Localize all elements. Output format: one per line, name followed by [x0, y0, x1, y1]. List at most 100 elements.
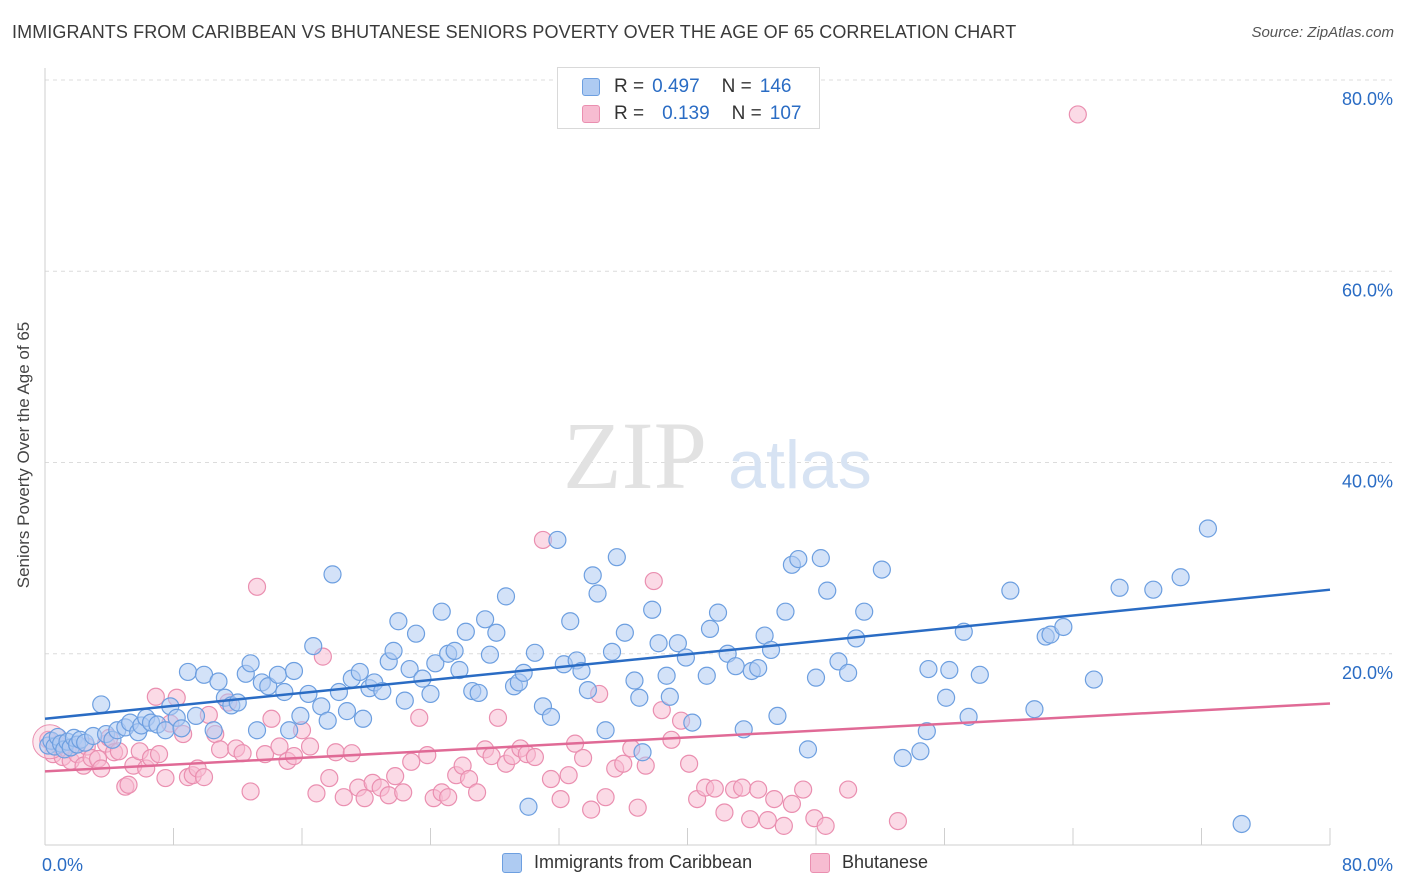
- caribbean-point: [970, 665, 989, 684]
- bhutanese-point: [300, 737, 320, 756]
- bhutanese-point: [715, 803, 734, 822]
- bhutanese-point: [146, 687, 165, 706]
- bhutanese-point: [119, 775, 138, 794]
- n-value-caribbean: 146: [759, 76, 792, 97]
- caribbean-point: [561, 612, 580, 631]
- bhutanese-point: [270, 737, 289, 756]
- caribbean-point: [776, 602, 795, 621]
- bhutanese-point: [418, 746, 437, 765]
- caribbean-point: [768, 706, 787, 726]
- legend-item-caribbean[interactable]: Immigrants from Caribbean: [502, 852, 752, 873]
- caribbean-point: [596, 721, 615, 740]
- caribbean-point: [548, 530, 567, 550]
- caribbean-point: [421, 684, 440, 704]
- bhutanese-point: [644, 571, 663, 591]
- bhutanese-point: [1068, 105, 1087, 124]
- caribbean-point: [615, 623, 634, 642]
- caribbean-point: [806, 668, 826, 687]
- caribbean-point: [588, 584, 607, 603]
- series-legend: Immigrants from Caribbean Bhutanese: [0, 852, 1406, 878]
- caribbean-point: [406, 624, 426, 643]
- caribbean-point: [660, 687, 679, 706]
- caribbean-point: [284, 661, 304, 681]
- caribbean-point: [353, 709, 373, 728]
- caribbean-point: [304, 636, 323, 656]
- bhutanese-point: [573, 748, 593, 768]
- caribbean-point: [839, 663, 858, 682]
- grid-lines: [45, 79, 1392, 655]
- caribbean-point: [811, 549, 830, 568]
- bhutanese-point: [488, 708, 508, 727]
- r-value-caribbean: 0.497: [652, 76, 700, 97]
- caribbean-point: [602, 642, 622, 661]
- watermark: ZIP atlas: [563, 402, 872, 509]
- caribbean-point: [789, 549, 808, 569]
- caribbean-point: [291, 706, 310, 726]
- caribbean-point: [247, 721, 267, 740]
- bhutanese-point: [241, 782, 260, 801]
- caribbean-point: [373, 681, 392, 701]
- caribbean-point: [395, 691, 414, 710]
- axes: [44, 68, 1331, 846]
- caribbean-point: [633, 743, 652, 762]
- trend-line-bhutanese: [44, 702, 1331, 773]
- caribbean-point: [578, 680, 598, 700]
- watermark-atlas: atlas: [728, 427, 872, 503]
- bhutanese-point: [794, 780, 813, 799]
- caribbean-point: [700, 619, 720, 638]
- y-tick-label: 60.0%: [1342, 280, 1393, 300]
- caribbean-point: [1110, 578, 1129, 597]
- n-value-bhutanese: 107: [769, 103, 802, 124]
- caribbean-point: [798, 740, 818, 759]
- bhutanese-point: [774, 816, 793, 835]
- caribbean-point: [911, 742, 930, 761]
- caribbean-point: [572, 661, 591, 681]
- bhutanese-point: [596, 788, 615, 807]
- n-label: N =: [731, 103, 762, 124]
- caribbean-point: [607, 548, 626, 567]
- caribbean-point: [649, 634, 668, 653]
- legend-item-bhutanese[interactable]: Bhutanese: [810, 852, 928, 873]
- bhutanese-point: [467, 783, 487, 802]
- bhutanese-point: [839, 780, 858, 799]
- bhutanese-point: [765, 789, 784, 809]
- r-label: R =: [614, 103, 645, 124]
- caribbean-point: [1084, 670, 1103, 689]
- bhutanese-point: [628, 798, 647, 817]
- caribbean-point: [469, 683, 488, 703]
- caribbean-point: [413, 669, 432, 688]
- y-tick-label: 80.0%: [1342, 89, 1393, 109]
- caribbean-point: [178, 662, 198, 682]
- bhutanese-point: [559, 766, 578, 785]
- caribbean-point: [241, 654, 260, 673]
- caribbean-point: [583, 566, 602, 585]
- bhutanese-point: [326, 743, 345, 762]
- bhutanese-point: [888, 811, 908, 831]
- bhutanese-point: [210, 740, 230, 759]
- bhutanese-point: [741, 810, 760, 829]
- caribbean-point: [630, 688, 649, 707]
- bhutanese-point: [284, 746, 304, 766]
- legend-swatch-bhutanese: [582, 105, 600, 123]
- caribbean-point: [323, 565, 342, 584]
- caribbean-point: [668, 634, 687, 653]
- caribbean-point: [855, 602, 874, 621]
- caribbean-point: [275, 682, 294, 702]
- caribbean-point: [476, 610, 495, 629]
- caribbean-point: [209, 672, 228, 691]
- caribbean-point: [676, 648, 695, 667]
- bhutanese-point: [758, 811, 777, 830]
- bhutanese-point: [355, 789, 374, 808]
- x-tick-label-min: 0.0%: [42, 855, 83, 875]
- tick-labels: 20.0% 40.0% 60.0% 80.0% 0.0% 80.0%: [42, 89, 1393, 875]
- caribbean-point: [940, 660, 959, 680]
- caribbean-point: [487, 623, 506, 642]
- bhutanese-point: [334, 788, 353, 807]
- caribbean-point: [749, 658, 768, 678]
- caribbean-point: [1025, 700, 1044, 719]
- caribbean-point: [919, 659, 938, 679]
- caribbean-point: [1144, 580, 1163, 599]
- bhutanese-point: [541, 769, 561, 789]
- caribbean-point: [937, 688, 956, 707]
